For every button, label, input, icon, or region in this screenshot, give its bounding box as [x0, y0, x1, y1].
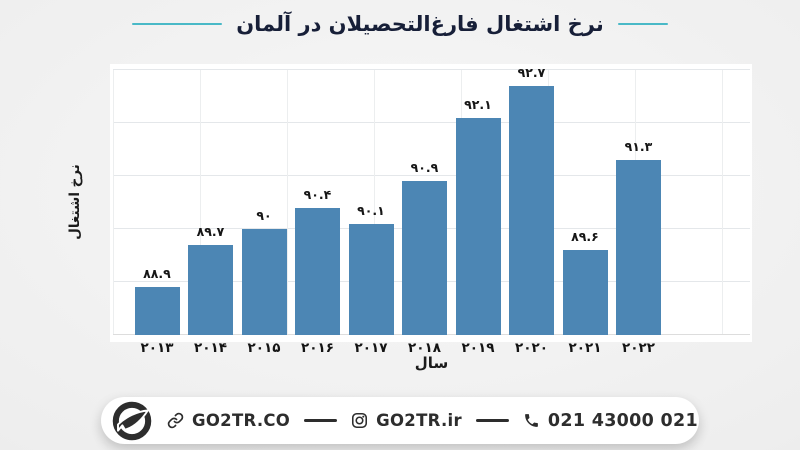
website-url: GO2TR.CO: [192, 411, 291, 430]
x-tick-2022: ۲۰۲۲: [622, 340, 655, 356]
x-tick-2020: ۲۰۲۰: [515, 340, 548, 356]
x-tick-2017: ۲۰۱۷: [354, 340, 388, 356]
bar-2022: [616, 160, 661, 335]
bar-2017: [348, 223, 394, 335]
bar-2016: [295, 207, 340, 335]
x-tick-2021: ۲۰۲۱: [568, 340, 602, 356]
phone-icon: [525, 414, 538, 427]
x-tick-2018: ۲۰۱۸: [408, 340, 441, 356]
title-row: نرخ اشتغال فارغ‌التحصیلان در آلمان: [0, 12, 800, 36]
bar-chart-plot-area: ۸۸.۹ ۲۰۱۳ ۸۹.۷ ۲۰۱۴ ۹۰ ۲۰۱۵ ۹۰.۴ ۲۰۱۶ ۹۰.۱ ۲۰۱۷ ۹۰…: [113, 65, 750, 356]
gridline-x: [374, 70, 375, 335]
x-tick-2013: ۲۰۱۳: [140, 340, 174, 356]
gridline-x: [200, 70, 201, 335]
gridline-x: [287, 70, 288, 335]
footer-contact-bar: GO2TR.CO GO2TR.ir 021 43000 021: [101, 397, 699, 444]
link-icon: [167, 412, 184, 429]
bar-value-2013: ۸۸.۹: [143, 266, 171, 282]
bar-value-2015: ۹۰: [256, 208, 272, 223]
bar-2018: [402, 181, 447, 335]
bar-2015: [241, 229, 287, 335]
gridline-x: [722, 70, 723, 335]
x-tick-2016: ۲۰۱۶: [301, 340, 334, 356]
bar-2019: [455, 117, 501, 335]
gridline-y-91: [113, 175, 750, 176]
gridline-y-93: [113, 69, 750, 70]
phone-contact: 021 43000 021: [523, 411, 698, 431]
website-contact: GO2TR.CO: [167, 411, 290, 430]
bar-2014: [188, 244, 233, 335]
x-tick-2015: ۲۰۱۵: [247, 340, 281, 356]
phone-number: 021 43000 021: [547, 410, 698, 431]
bar-value-2020: ۹۲.۷: [517, 64, 546, 80]
bar-value-2017: ۹۰.۱: [357, 202, 385, 218]
instagram-handle: GO2TR.ir: [376, 411, 462, 430]
bar-2021: [562, 250, 608, 335]
footer-separator-dash: [304, 419, 338, 422]
bar-value-2021: ۸۹.۶: [571, 229, 599, 245]
go2tr-logo-icon: [112, 401, 152, 440]
gridline-x: [113, 70, 114, 335]
footer-separator-dash: [475, 419, 509, 422]
x-tick-2014: ۲۰۱۴: [194, 340, 227, 356]
instagram-contact: GO2TR.ir: [351, 411, 462, 430]
x-tick-2019: ۲۰۱۹: [461, 340, 495, 356]
bar-value-2014: ۸۹.۷: [196, 223, 225, 239]
x-axis-title: سال: [414, 354, 449, 372]
bar-value-2022: ۹۱.۳: [624, 139, 653, 155]
bar-value-2018: ۹۰.۹: [410, 160, 439, 176]
bar-value-2019: ۹۲.۱: [464, 96, 492, 112]
y-axis-title: نرخ اشتغال: [67, 164, 83, 240]
instagram-icon: [352, 412, 368, 429]
gridline-y-92: [113, 122, 750, 123]
chart-title: نرخ اشتغال فارغ‌التحصیلان در آلمان: [236, 12, 604, 36]
bar-value-2016: ۹۰.۴: [303, 186, 332, 202]
title-decoration-line-right: [617, 23, 668, 25]
title-decoration-line-left: [132, 23, 223, 25]
bar-2020: [509, 85, 554, 335]
bar-2013: [134, 287, 180, 335]
